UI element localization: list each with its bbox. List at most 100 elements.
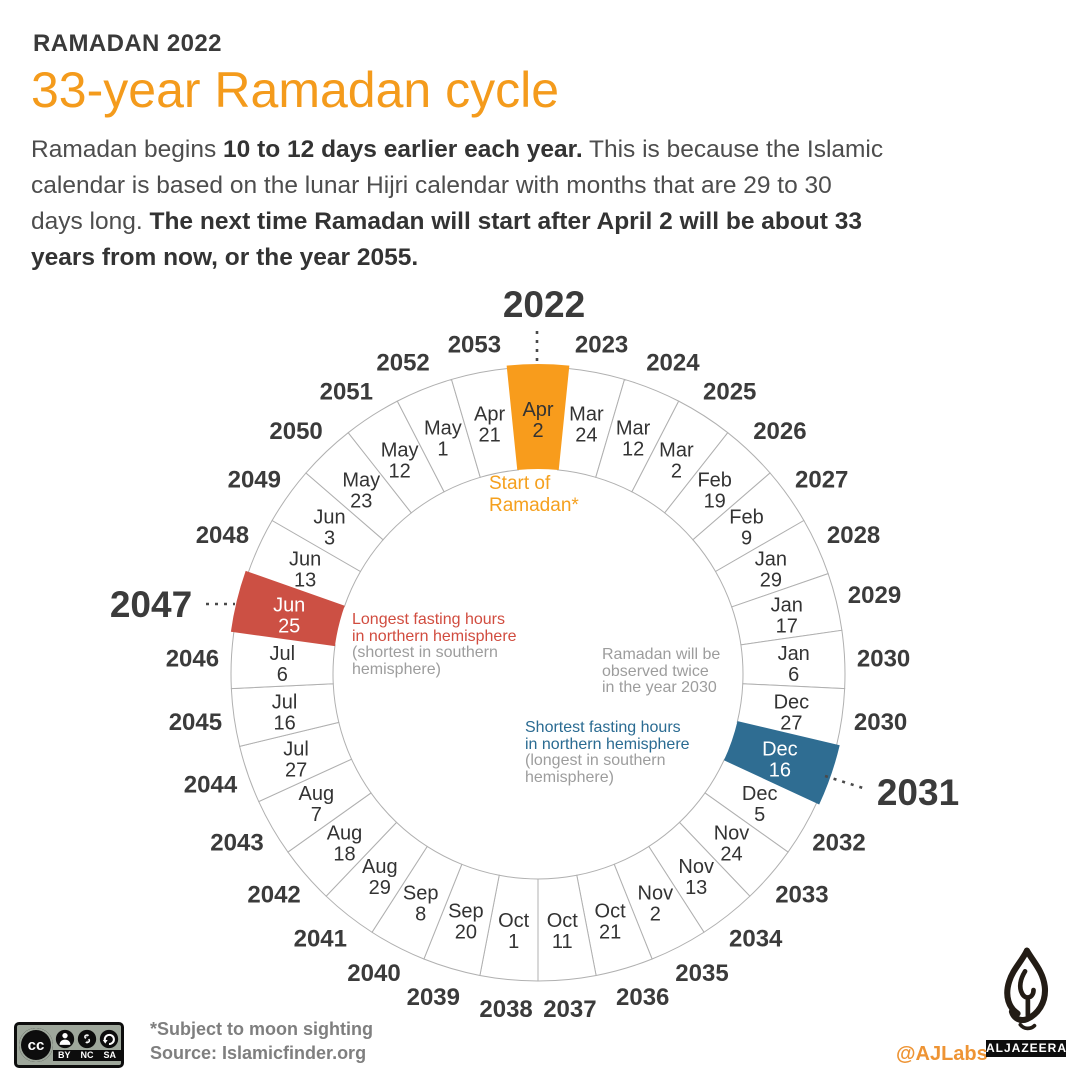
date-month-label: Oct [498,910,530,932]
observed-twice-label: Ramadan will be observed twice in the ye… [602,646,721,696]
date-day-label: 12 [388,461,410,483]
date-day-label: 27 [780,712,802,734]
ajlabs-credit: @AJLabs [896,1043,988,1065]
date-month-label: Nov [638,883,674,905]
date-day-label: 27 [285,760,307,782]
date-day-label: 3 [324,528,335,550]
date-month-label: Mar [659,440,694,462]
date-day-label: 2 [650,904,661,926]
ring-segment-highlight-2031 [723,721,840,805]
date-day-label: 25 [278,616,300,638]
date-month-label: Sep [448,901,484,923]
year-label-2044: 2044 [184,771,238,798]
date-month-label: Oct [547,910,579,932]
date-day-label: 17 [776,616,798,638]
date-day-label: 19 [704,491,726,513]
date-month-label: Jul [283,739,309,761]
year-label-2041: 2041 [294,926,347,953]
kicker: RAMADAN 2022 [33,30,222,57]
year-callout-2031: 2031 [877,772,959,813]
year-label-2049: 2049 [228,467,281,494]
date-month-label: May [381,440,419,462]
ring-segment-highlight-2022 [506,364,570,471]
date-month-label: Jan [771,595,803,617]
cc-license-badge: cc $ BY [14,1022,124,1068]
date-day-label: 13 [294,570,316,592]
date-month-label: Dec [762,739,798,761]
year-label-2034: 2034 [729,926,783,953]
date-day-label: 23 [350,491,372,513]
moon-sighting-note: *Subject to moon sighting [150,1019,373,1039]
al-jazeera-logo: ALJAZEERA [986,944,1066,1057]
date-day-label: 29 [760,570,782,592]
date-day-label: 5 [754,804,765,826]
year-label-2042: 2042 [247,881,300,908]
date-month-label: Oct [595,901,627,923]
year-label-2046: 2046 [166,645,219,672]
date-day-label: 20 [455,922,477,944]
year-label-2039: 2039 [407,984,460,1011]
date-month-label: Nov [714,823,750,845]
date-month-label: Aug [362,856,398,878]
date-month-label: Apr [474,404,505,426]
date-month-label: May [342,470,380,492]
date-month-label: Jun [313,507,345,529]
year-label-2026: 2026 [753,418,806,445]
cc-nc-dollar-icon: $ [77,1029,97,1049]
date-day-label: 8 [415,904,426,926]
year-label-2040: 2040 [347,960,400,987]
date-day-label: 21 [599,922,621,944]
date-month-label: Aug [327,823,363,845]
year-label-2037: 2037 [543,996,596,1023]
year-label-2048: 2048 [196,522,249,549]
date-month-label: May [424,417,462,439]
date-month-label: Dec [742,783,778,805]
year-label-2032: 2032 [812,829,865,856]
year-label-2051: 2051 [320,379,373,406]
date-day-label: 6 [277,664,288,686]
date-month-label: Jun [273,595,305,617]
date-day-label: 18 [333,844,355,866]
date-day-label: 13 [685,877,707,899]
year-callout-2047: 2047 [110,584,192,625]
date-month-label: Jan [755,549,787,571]
footnotes: *Subject to moon sighting Source: Islami… [150,1017,373,1065]
shortest-fasting-label: Shortest fasting hours in northern hemis… [525,719,690,786]
date-day-label: 7 [311,804,322,826]
year-label-2025: 2025 [703,379,756,406]
date-day-label: 9 [741,528,752,550]
date-day-label: 11 [552,931,573,953]
al-jazeera-flame-icon [1004,947,1048,1031]
date-month-label: Jan [778,643,810,665]
year-label-2035: 2035 [675,960,728,987]
year-label-2024: 2024 [646,350,700,377]
cc-icon: cc [19,1028,53,1062]
date-month-label: Dec [774,691,810,713]
year-label-2050: 2050 [269,418,322,445]
date-month-label: Nov [678,856,714,878]
al-jazeera-wordmark: ALJAZEERA [986,1040,1068,1057]
date-month-label: Jul [272,691,298,713]
date-day-label: 2 [532,420,543,442]
year-label-2027: 2027 [795,467,848,494]
year-label-2043: 2043 [210,829,263,856]
year-label-2023: 2023 [575,332,628,359]
date-day-label: 29 [369,877,391,899]
callout-dash-2031 [824,774,867,791]
year-label-2028: 2028 [827,522,880,549]
date-month-label: Jul [270,643,296,665]
ring-segment-highlight-2047 [230,570,345,647]
year-label-2033: 2033 [775,881,828,908]
page-title: 33-year Ramadan cycle [31,62,560,118]
date-day-label: 1 [437,438,448,460]
date-month-label: Mar [616,417,651,439]
start-of-ramadan-label: Start of Ramadan* [489,473,579,516]
date-day-label: 16 [769,760,791,782]
date-day-label: 24 [575,425,597,447]
date-day-label: 1 [508,931,519,953]
year-label-2052: 2052 [376,350,429,377]
cc-sa-arrow-icon [99,1029,119,1049]
date-day-label: 21 [478,425,500,447]
date-month-label: Aug [299,783,335,805]
